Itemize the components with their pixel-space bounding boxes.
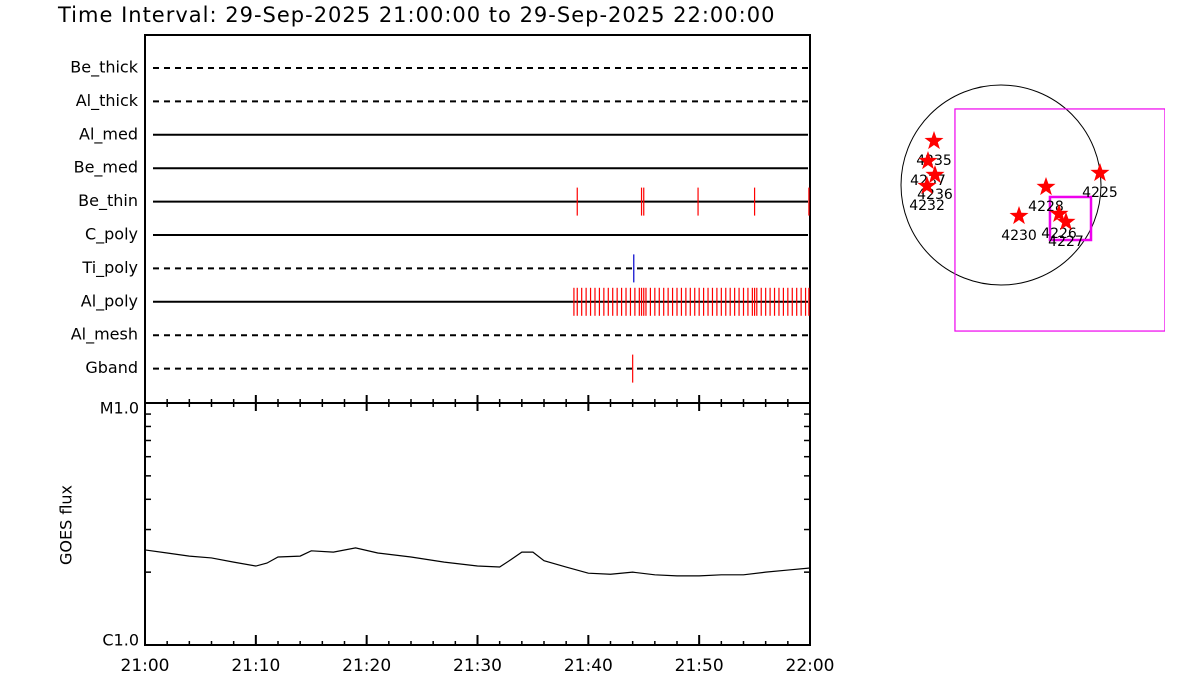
solar-limb — [900, 84, 1102, 286]
y-tick-label: C1.0 — [102, 631, 139, 650]
fov-box — [954, 108, 1165, 332]
region-star — [1009, 206, 1029, 225]
filter-label: Al_mesh — [71, 325, 138, 345]
title: Time Interval: 29-Sep-2025 21:00:00 to 2… — [57, 3, 775, 27]
filter-label: Al_med — [79, 124, 138, 144]
filter-label: Be_med — [74, 158, 138, 178]
region-label: 4230 — [1001, 228, 1037, 244]
x-tick-label: 22:00 — [786, 656, 835, 676]
region-star — [924, 131, 944, 150]
region-label: 4227 — [1048, 234, 1084, 250]
filter-label: Al_thick — [76, 91, 139, 111]
plot-frame — [144, 34, 811, 646]
filter-label: Be_thin — [78, 191, 138, 211]
fov-box — [1048, 195, 1093, 242]
filter-label: Ti_poly — [81, 258, 138, 278]
filter-label: Be_thick — [70, 58, 138, 78]
region-star — [1036, 177, 1056, 196]
x-tick-label: 21:40 — [564, 656, 613, 676]
region-star — [918, 151, 938, 170]
x-tick-label: 21:30 — [453, 656, 502, 676]
region-label: 4232 — [909, 198, 945, 214]
x-tick-label: 21:00 — [121, 656, 170, 676]
region-label: 4225 — [1082, 185, 1118, 201]
region-star — [1090, 163, 1110, 182]
region-star — [1049, 204, 1069, 222]
region-label: 4235 — [916, 153, 952, 169]
filter-label: Al_poly — [81, 291, 138, 311]
x-tick-label: 21:50 — [675, 656, 724, 676]
x-tick-label: 21:10 — [231, 656, 280, 676]
y-tick-label: M1.0 — [100, 399, 139, 418]
region-star — [925, 165, 945, 184]
filter-label: C_poly — [85, 225, 138, 245]
region-star — [917, 176, 937, 195]
sun-map: 423542374236423242284225423042264227 — [900, 84, 1165, 332]
y-axis-label: GOES flux — [57, 485, 76, 565]
region-label: 4236 — [917, 187, 953, 203]
filter-label: Gband — [85, 358, 138, 377]
region-star — [1056, 212, 1076, 231]
goes-curve — [144, 547, 811, 577]
region-label: 4226 — [1041, 226, 1077, 242]
x-tick-label: 21:20 — [342, 656, 391, 676]
